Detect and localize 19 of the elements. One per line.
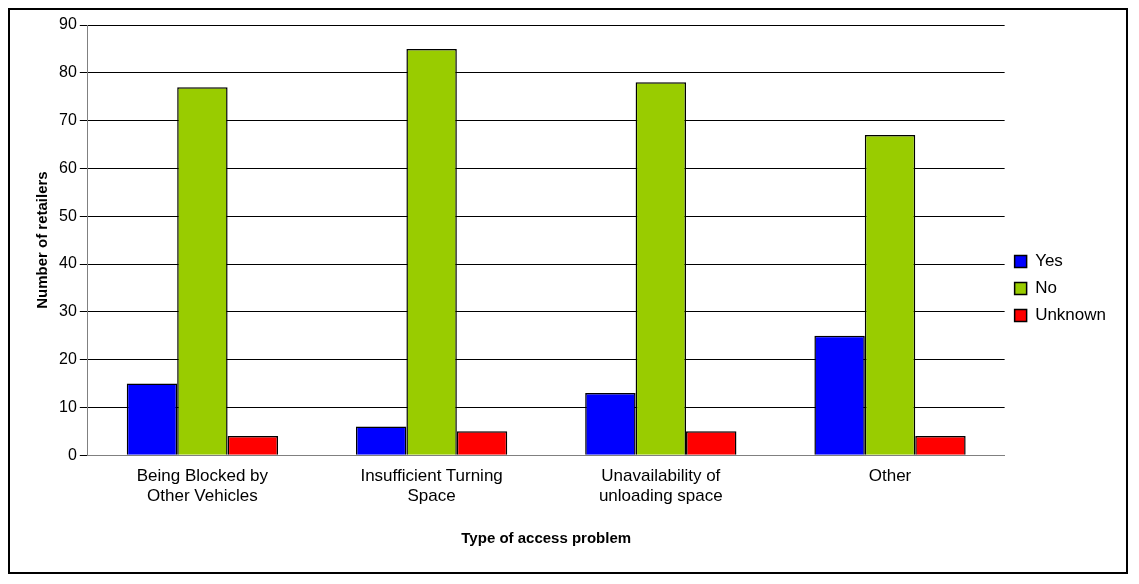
legend-label: Yes — [1035, 251, 1063, 271]
y-tick-label: 90 — [59, 15, 77, 33]
y-tick-label: 40 — [59, 254, 77, 272]
y-tick-label: 70 — [59, 111, 77, 129]
x-tick-label: Insufficient Turning Space — [360, 466, 503, 506]
y-tick-label: 80 — [59, 63, 77, 81]
y-tick-label: 10 — [59, 397, 77, 415]
legend-label: No — [1035, 278, 1057, 298]
y-tick-label: 30 — [59, 302, 77, 320]
y-tick-label: 20 — [59, 350, 77, 368]
y-tick-label: 60 — [59, 158, 77, 176]
x-tick-label: Being Blocked by Other Vehicles — [136, 466, 269, 506]
y-tick-label: 50 — [59, 206, 77, 224]
x-tick-label: Other — [868, 466, 912, 486]
legend-label: Unknown — [1035, 305, 1106, 325]
y-axis-title: Number of retailers — [33, 171, 51, 309]
y-tick-label: 0 — [67, 445, 77, 463]
x-tick-label: Unavailability of unloading space — [598, 466, 723, 506]
x-axis-title: Type of access problem — [461, 529, 632, 547]
